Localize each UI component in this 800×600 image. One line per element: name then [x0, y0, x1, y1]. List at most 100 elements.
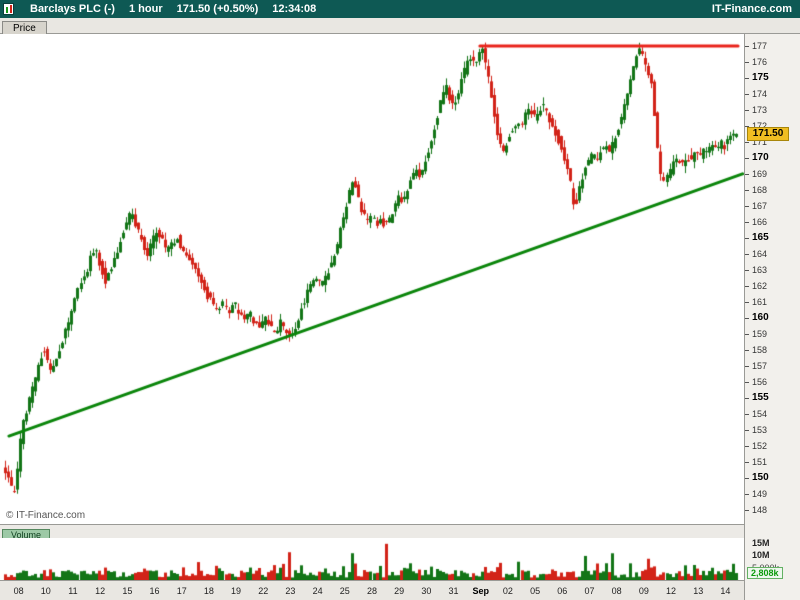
price-axis: 171.50 148 149 150 151 152 153 154 155 156 157 158…: [744, 34, 800, 524]
price-tick-mark: [745, 301, 749, 303]
price-tick-label: 155: [752, 391, 769, 403]
price-tick-mark: [745, 493, 749, 495]
date-label: 12: [666, 586, 677, 596]
copyright-watermark: © IT-Finance.com: [6, 510, 86, 521]
date-label: 16: [149, 586, 160, 596]
price-tick-label: 176: [752, 56, 768, 67]
price-tick-mark: [745, 205, 749, 207]
date-label: 30: [421, 586, 432, 596]
date-label: 09: [638, 586, 649, 596]
price-tick-label: 161: [752, 296, 768, 307]
price-tick-mark: [745, 173, 749, 175]
date-label: 10: [40, 586, 51, 596]
last-volume-badge: 2,808k: [747, 567, 783, 580]
date-label: 11: [68, 586, 78, 596]
date-label: 06: [557, 586, 568, 596]
date-label: 12: [95, 586, 106, 596]
price-tick-label: 158: [752, 344, 768, 355]
date-label: 31: [448, 586, 459, 596]
volume-chart-canvas[interactable]: [0, 538, 744, 580]
price-tick-label: 151: [752, 456, 768, 467]
price-tick-label: 166: [752, 216, 768, 227]
price-tick-label: 154: [752, 408, 768, 419]
price-tick-label: 164: [752, 248, 768, 259]
volume-chart-pane[interactable]: [0, 538, 744, 580]
date-label: 14: [720, 586, 731, 596]
price-tick-mark: [745, 477, 749, 479]
price-tick-mark: [745, 509, 749, 511]
price-tick-label: 172: [752, 120, 767, 132]
date-label: 15: [122, 586, 133, 596]
price-tick-label: 168: [752, 184, 768, 195]
price-tick-mark: [745, 445, 749, 447]
price-tick-mark: [745, 77, 749, 79]
date-label: 08: [13, 586, 24, 596]
date-label: 24: [312, 586, 323, 596]
symbol-title: Barclays PLC (-): [30, 3, 115, 15]
price-chart-canvas[interactable]: [0, 34, 744, 524]
price-tick-label: 160: [752, 311, 769, 323]
price-tick-label: 171: [752, 136, 768, 147]
app-icon: [3, 3, 14, 15]
date-label: 07: [584, 586, 595, 596]
price-tick-mark: [745, 429, 749, 431]
price-tick-mark: [745, 381, 749, 383]
volume-tick-label: 15M: [752, 537, 770, 548]
price-tick-label: 167: [752, 200, 768, 211]
price-tick-mark: [745, 237, 749, 239]
price-tick-mark: [745, 45, 749, 47]
brand-label: IT-Finance.com: [711, 3, 792, 15]
price-tick-label: 152: [752, 440, 768, 451]
price-tick-mark: [745, 461, 749, 463]
last-quote: 171.50 (+0.50%): [176, 3, 259, 15]
date-label: 02: [502, 586, 513, 596]
price-tick-label: 149: [752, 488, 768, 499]
date-label: Sep: [472, 586, 489, 596]
date-label: 22: [258, 586, 269, 596]
price-tick-label: 159: [752, 328, 768, 339]
price-chart-pane[interactable]: © IT-Finance.com: [0, 34, 744, 524]
interval-label: 1 hour: [128, 3, 163, 15]
price-tick-label: 156: [752, 376, 768, 387]
date-label: 25: [339, 586, 350, 596]
date-label: 08: [611, 586, 622, 596]
price-tick-label: 157: [752, 360, 768, 371]
price-tick-label: 177: [752, 40, 768, 51]
price-tick-mark: [745, 221, 749, 223]
date-label: 28: [366, 586, 377, 596]
date-label: 18: [203, 586, 214, 596]
date-label: 13: [693, 586, 704, 596]
price-tick-mark: [745, 349, 749, 351]
price-tick-mark: [745, 253, 749, 255]
price-tick-label: 174: [752, 88, 768, 99]
price-tick-label: 150: [752, 471, 769, 483]
price-tick-label: 165: [752, 231, 769, 243]
price-tick-mark: [745, 157, 749, 159]
price-tick-mark: [745, 269, 749, 271]
date-label: 17: [176, 586, 187, 596]
date-label: 23: [285, 586, 296, 596]
price-tick-label: 163: [752, 264, 768, 275]
price-tab-row: Price: [0, 18, 800, 38]
price-tick-mark: [745, 189, 749, 191]
price-tick-mark: [745, 93, 749, 95]
time-axis: 08 10 11 12 15 16 17 18 19 22 23 24 25 28 29 30 31 Sep 02 0…: [0, 580, 744, 600]
last-price-badge: 171.50: [747, 126, 789, 141]
price-tick-label: 162: [752, 280, 768, 291]
price-tick-mark: [745, 141, 749, 143]
price-tick-mark: [745, 61, 749, 63]
price-tick-label: 175: [752, 71, 769, 83]
price-tick-label: 153: [752, 424, 768, 435]
price-tick-mark: [745, 413, 749, 415]
clock: 12:34:08: [272, 3, 317, 15]
price-tick-mark: [745, 285, 749, 287]
price-tick-label: 148: [752, 504, 768, 515]
price-tick-label: 169: [752, 168, 768, 179]
date-label: 29: [394, 586, 405, 596]
price-tick-label: 173: [752, 104, 768, 115]
volume-tab-row: Volume: [0, 524, 744, 542]
price-tick-mark: [745, 365, 749, 367]
titlebar: Barclays PLC (-) 1 hour 171.50 (+0.50%) …: [0, 0, 800, 18]
volume-tick-label: 10M: [752, 550, 770, 561]
